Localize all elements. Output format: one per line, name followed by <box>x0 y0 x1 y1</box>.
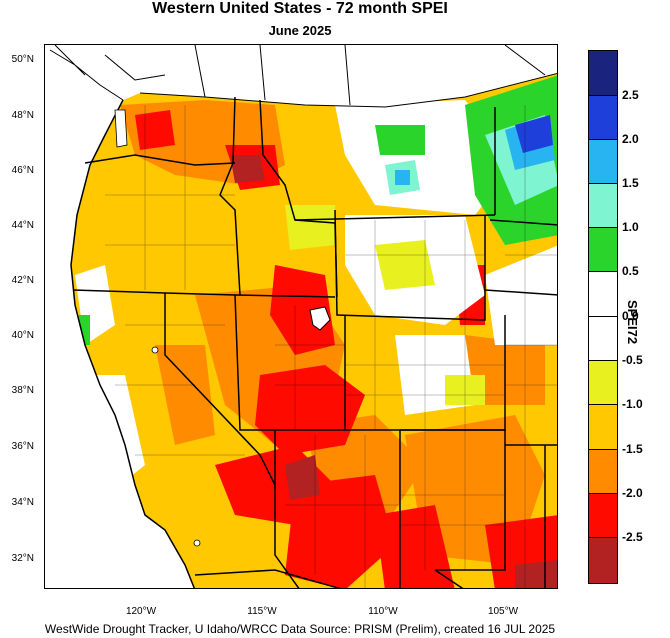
lat-label-46: 46°N <box>11 165 34 176</box>
colorbar-label-neg2.0: -2.0 <box>622 486 643 500</box>
lat-label-48: 48°N <box>11 110 34 121</box>
extreme-drought-areas <box>230 155 557 588</box>
colorbar-title: SPEI72 <box>625 300 640 345</box>
puget-sound <box>114 109 128 148</box>
colorbar-label-neg2.5: -2.5 <box>622 530 643 544</box>
lat-label-42: 42°N <box>11 275 34 286</box>
lat-label-50: 50°N <box>11 54 34 65</box>
lat-label-44: 44°N <box>11 220 34 231</box>
colorbar-segment-10 <box>589 494 617 538</box>
canada <box>123 45 557 107</box>
map-subtitle: June 2025 <box>268 23 332 38</box>
lat-label-34: 34°N <box>11 497 34 508</box>
lat-label-36: 36°N <box>11 441 34 452</box>
colorbar-label-1.0: 1.0 <box>622 220 639 234</box>
colorbar-segment-4 <box>589 228 617 272</box>
lat-label-32: 32°N <box>11 553 34 564</box>
lon-label-115: 115°W <box>247 606 277 617</box>
colorbar-label-1.5: 1.5 <box>622 176 639 190</box>
ocean <box>45 45 195 588</box>
canada-border <box>139 72 557 108</box>
spei-map <box>45 45 557 588</box>
map-area <box>44 44 558 589</box>
lat-label-40: 40°N <box>11 330 34 341</box>
salton-sea <box>193 539 201 547</box>
colorbar-label-neg0.5: -0.5 <box>622 353 643 367</box>
colorbar-segment-3 <box>589 184 617 228</box>
colorbar-segment-1 <box>589 96 617 140</box>
wettest-areas <box>515 115 553 153</box>
colorbar-segment-8 <box>589 405 617 450</box>
coastline <box>70 99 196 588</box>
colorbar-label-2.5: 2.5 <box>622 88 639 102</box>
colorbar-label-neg1.5: -1.5 <box>622 442 643 456</box>
colorbar-label-2.0: 2.0 <box>622 132 639 146</box>
colorbar-segment-5 <box>589 272 617 317</box>
colorbar-segment-7 <box>589 361 617 405</box>
county-boundaries <box>105 105 557 588</box>
lat-label-38: 38°N <box>11 385 34 396</box>
colorbar-segment-0 <box>589 51 617 96</box>
lake-tahoe <box>151 346 159 354</box>
map-title: Western United States - 72 month SPEI <box>152 0 448 17</box>
footer-credit: WestWide Drought Tracker, U Idaho/WRCC D… <box>44 622 556 636</box>
colorbar-label-0.0: 0.0 <box>622 309 639 323</box>
lon-label-120: 120°W <box>125 606 157 617</box>
colorbar-segment-9 <box>589 450 617 494</box>
great-salt-lake <box>309 306 331 331</box>
colorbar-label-neg1.0: -1.0 <box>622 397 643 411</box>
colorbar-segment-11 <box>589 538 617 583</box>
vancouver-island <box>49 45 546 106</box>
colorbar-segment-2 <box>589 140 617 184</box>
colorbar <box>588 50 618 584</box>
colorbar-segment-6 <box>589 317 617 361</box>
lon-label-105: 105°W <box>487 606 519 617</box>
colorbar-label-0.5: 0.5 <box>622 264 639 278</box>
lon-label-110: 110°W <box>368 606 398 617</box>
